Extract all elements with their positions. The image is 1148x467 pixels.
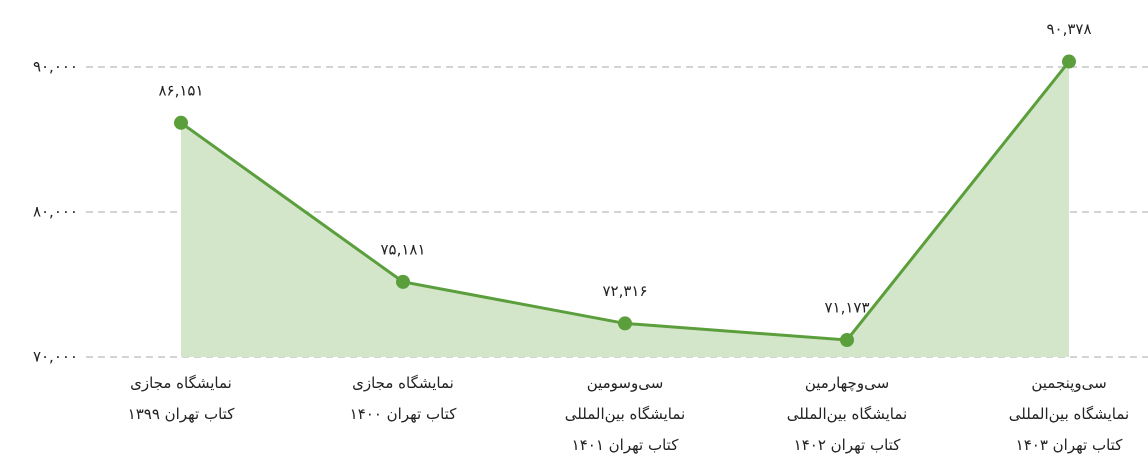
- x-tick-line: نمایشگاه بین‌المللی: [1009, 405, 1129, 423]
- point: [618, 316, 632, 331]
- x-tick-label: نمایشگاه مجازی کتاب تهران ۱۴۰۰: [350, 374, 458, 423]
- point: [174, 115, 188, 130]
- point: [840, 332, 854, 347]
- x-tick-line: سی‌وچهارمین: [805, 374, 889, 392]
- x-tick-line: کتاب تهران ۱۴۰۲: [794, 436, 902, 454]
- x-tick-line: کتاب تهران ۱۴۰۰: [350, 405, 458, 423]
- x-tick-line: سی‌وسومین: [587, 374, 664, 392]
- x-tick-line: نمایشگاه بین‌المللی: [787, 405, 907, 423]
- x-tick-line: سی‌وپنجمین: [1031, 374, 1106, 393]
- x-tick-label: سی‌وچهارمین نمایشگاه بین‌المللی کتاب تهران…: [787, 374, 907, 454]
- x-tick-line: نمایشگاه بین‌المللی: [565, 405, 685, 423]
- point: [1062, 54, 1076, 69]
- x-tick-label: سی‌وپنجمین نمایشگاه بین‌المللی کتاب تهران …: [1009, 374, 1129, 454]
- x-tick-label: نمایشگاه مجازی کتاب تهران ۱۳۹۹: [128, 374, 236, 423]
- data-label: ۷۲,۳۱۶: [602, 282, 647, 300]
- data-label: ۸۶,۱۵۱: [158, 81, 203, 99]
- data-label: ۷۱,۱۷۳: [824, 298, 869, 316]
- x-tick-line: کتاب تهران ۱۳۹۹: [128, 405, 236, 423]
- point: [396, 274, 410, 289]
- data-label: ۹۰,۳۷۸: [1046, 20, 1091, 38]
- y-tick-label: ۷۰,۰۰۰: [33, 348, 78, 366]
- y-tick-label: ۸۰,۰۰۰: [33, 203, 78, 221]
- area: [181, 61, 1069, 357]
- x-tick-label: سی‌وسومین نمایشگاه بین‌المللی کتاب تهران ۱…: [565, 374, 685, 454]
- data-label: ۷۵,۱۸۱: [380, 240, 425, 258]
- x-tick-line: نمایشگاه مجازی: [352, 374, 454, 392]
- y-tick-label: ۹۰,۰۰۰: [33, 58, 78, 76]
- x-tick-line: نمایشگاه مجازی: [130, 374, 232, 392]
- x-tick-line: کتاب تهران ۱۴۰۳: [1016, 436, 1124, 454]
- x-tick-line: کتاب تهران ۱۴۰۱: [572, 436, 680, 454]
